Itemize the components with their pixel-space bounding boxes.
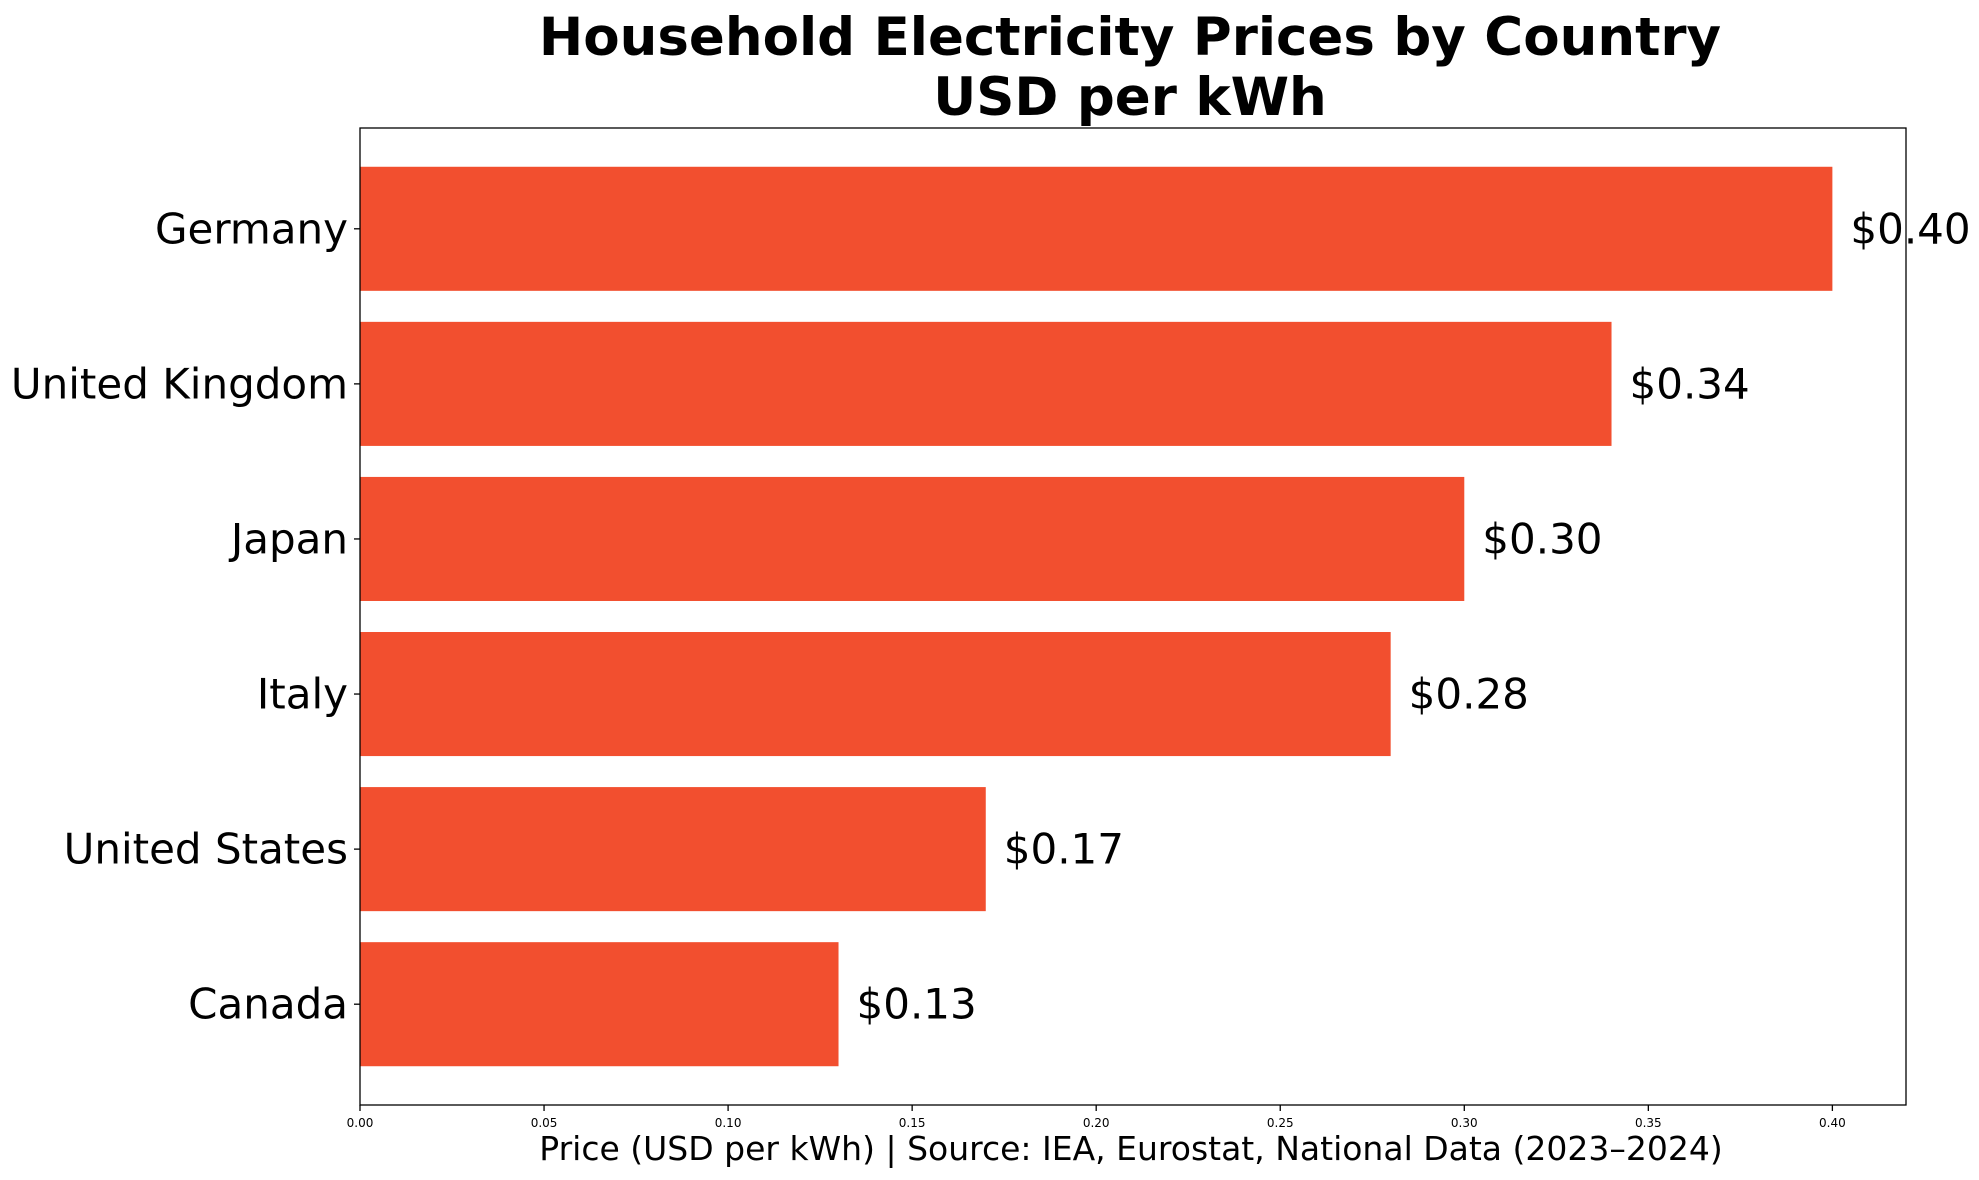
x-tick-label: 0.00 — [347, 1116, 374, 1130]
bars-group — [360, 166, 1833, 1067]
data-labels: $0.40 $0.34 $0.30 $0.28 $0.17 $0.13 — [857, 204, 1971, 1028]
y-tick-label: Italy — [257, 670, 348, 719]
data-label: $0.13 — [857, 980, 977, 1029]
x-tick-label: 0.25 — [1267, 1116, 1294, 1130]
x-tick-label: 0.10 — [715, 1116, 742, 1130]
y-tick-label: Germany — [155, 204, 348, 253]
data-label: $0.34 — [1630, 359, 1750, 408]
plot-frame — [359, 127, 1907, 1106]
y-tick-labels: Germany United Kingdom Japan Italy United St… — [11, 204, 360, 1029]
chart-title-line1: Household Electricity Prices by Country — [539, 7, 1721, 68]
bar-japan — [360, 476, 1465, 601]
x-tick-label: 0.30 — [1451, 1116, 1478, 1130]
data-label: $0.30 — [1482, 514, 1602, 563]
y-tick-label: United Kingdom — [11, 359, 348, 408]
x-tick-label: 0.15 — [899, 1116, 926, 1130]
bar-germany — [360, 166, 1833, 291]
y-tick-label: United States — [64, 825, 348, 874]
x-tick-label: 0.35 — [1635, 1116, 1662, 1130]
data-label: $0.40 — [1850, 204, 1970, 253]
data-label: $0.17 — [1004, 825, 1124, 874]
x-tick-label: 0.20 — [1083, 1116, 1110, 1130]
y-tick-label: Canada — [188, 980, 348, 1029]
y-tick-label: Japan — [228, 514, 348, 563]
chart-title-line2: USD per kWh — [933, 67, 1327, 128]
x-tick-label: 0.40 — [1819, 1116, 1846, 1130]
x-ticks: 0.00 0.05 0.10 0.15 0.20 0.25 0.30 0.35 0.40 — [347, 1105, 1846, 1130]
data-label: $0.28 — [1409, 670, 1529, 719]
bar-united-states — [360, 787, 986, 912]
x-tick-label: 0.05 — [531, 1116, 558, 1130]
bar-italy — [360, 632, 1391, 757]
x-axis-label: Price (USD per kWh) | Source: IEA, Euros… — [539, 1129, 1722, 1168]
bar-united-kingdom — [360, 321, 1612, 446]
bar-canada — [360, 942, 839, 1067]
